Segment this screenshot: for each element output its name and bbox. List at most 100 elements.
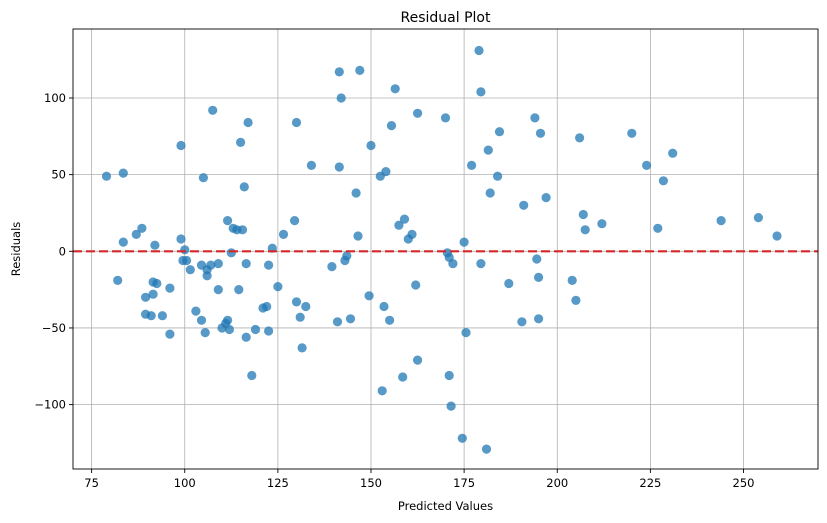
- data-point: [407, 229, 417, 239]
- data-point: [291, 117, 302, 128]
- data-point: [575, 133, 585, 143]
- data-point: [504, 278, 514, 289]
- data-point: [476, 87, 486, 97]
- data-point: [519, 200, 529, 210]
- data-point: [578, 209, 588, 220]
- data-point: [200, 328, 210, 338]
- data-point: [150, 240, 160, 250]
- data-point: [530, 113, 540, 123]
- data-point: [399, 214, 410, 224]
- data-point: [196, 315, 207, 325]
- data-point: [152, 278, 162, 289]
- data-point: [301, 301, 311, 312]
- data-point: [176, 234, 186, 244]
- data-point: [413, 355, 423, 365]
- data-point: [226, 248, 236, 258]
- data-point: [627, 128, 637, 138]
- data-point: [291, 297, 302, 307]
- data-point: [223, 315, 233, 325]
- scatter-points: [101, 45, 782, 454]
- x-tick-label: 150: [360, 476, 382, 490]
- x-tick-label: 100: [174, 476, 196, 490]
- data-point: [567, 275, 577, 285]
- x-tick-label: 225: [639, 476, 661, 490]
- data-point: [653, 223, 663, 233]
- data-point: [772, 231, 782, 241]
- data-point: [753, 213, 764, 223]
- data-point: [385, 315, 395, 325]
- data-point: [118, 168, 128, 178]
- data-point: [580, 225, 590, 235]
- data-point: [535, 128, 546, 138]
- data-point: [118, 237, 128, 247]
- data-point: [208, 105, 218, 115]
- data-point: [297, 343, 307, 353]
- data-point: [355, 65, 365, 75]
- data-point: [541, 193, 551, 203]
- data-point: [448, 259, 458, 269]
- data-point: [336, 93, 346, 103]
- data-point: [236, 137, 246, 147]
- data-point: [239, 182, 249, 192]
- data-point: [157, 311, 167, 321]
- y-tick-label: 0: [59, 244, 66, 258]
- data-point: [474, 45, 484, 56]
- data-point: [165, 329, 175, 339]
- data-point: [411, 280, 421, 290]
- data-point: [264, 260, 274, 270]
- data-point: [141, 292, 151, 302]
- data-point: [457, 433, 467, 443]
- data-point: [241, 332, 251, 342]
- data-point: [224, 324, 234, 335]
- data-point: [364, 291, 374, 301]
- data-point: [342, 251, 352, 261]
- data-point: [386, 121, 397, 131]
- data-point: [250, 324, 261, 335]
- data-point: [148, 289, 158, 299]
- data-point: [534, 314, 544, 324]
- data-point: [494, 127, 505, 137]
- data-point: [180, 245, 190, 255]
- data-point: [306, 160, 316, 170]
- data-point: [113, 275, 123, 285]
- x-tick-label: 75: [84, 476, 99, 490]
- data-point: [493, 171, 503, 181]
- data-point: [262, 301, 272, 312]
- data-point: [334, 162, 344, 172]
- plot-frame: [72, 28, 819, 470]
- data-point: [398, 372, 408, 382]
- data-point: [440, 113, 451, 123]
- data-point: [206, 260, 216, 270]
- data-point: [131, 229, 141, 239]
- data-point: [351, 188, 361, 198]
- data-point: [571, 295, 581, 305]
- chart-title: Residual Plot: [401, 10, 491, 26]
- data-point: [444, 370, 454, 381]
- data-point: [485, 188, 495, 198]
- data-point: [185, 265, 195, 275]
- data-point: [366, 140, 376, 151]
- x-axis-label: Predicted Values: [398, 499, 493, 513]
- y-tick-label: 100: [44, 91, 66, 105]
- x-tick-label: 200: [546, 476, 568, 490]
- data-point: [264, 326, 274, 336]
- data-point: [483, 145, 493, 155]
- data-point: [459, 237, 469, 247]
- data-point: [101, 171, 112, 181]
- data-point: [413, 108, 423, 118]
- data-point: [290, 216, 300, 226]
- data-point: [273, 282, 283, 292]
- data-point: [295, 312, 305, 322]
- data-point: [182, 255, 192, 266]
- data-point: [278, 229, 289, 239]
- data-point: [642, 160, 652, 170]
- data-point: [327, 262, 337, 272]
- data-point: [467, 160, 477, 170]
- y-axis-label: Residuals: [9, 222, 23, 277]
- data-point: [481, 444, 492, 454]
- data-point: [461, 328, 471, 338]
- data-point: [332, 317, 343, 327]
- data-point: [176, 140, 186, 151]
- data-point: [243, 117, 253, 128]
